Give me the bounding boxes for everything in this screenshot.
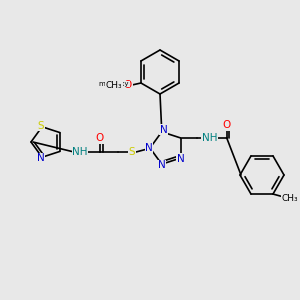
Text: methoxy: methoxy <box>99 81 129 87</box>
Text: CH₃: CH₃ <box>282 194 298 202</box>
Text: N: N <box>160 125 168 135</box>
Text: NH: NH <box>72 147 88 157</box>
Text: O: O <box>96 133 104 143</box>
Text: O: O <box>223 120 231 130</box>
Text: N: N <box>37 153 45 163</box>
Text: S: S <box>38 121 44 131</box>
Text: CH₃: CH₃ <box>106 80 122 89</box>
Text: N: N <box>177 154 184 164</box>
Text: N: N <box>145 143 153 153</box>
Text: S: S <box>129 147 135 157</box>
Text: NH: NH <box>202 133 218 143</box>
Text: N: N <box>158 160 166 170</box>
Text: O: O <box>124 80 132 90</box>
